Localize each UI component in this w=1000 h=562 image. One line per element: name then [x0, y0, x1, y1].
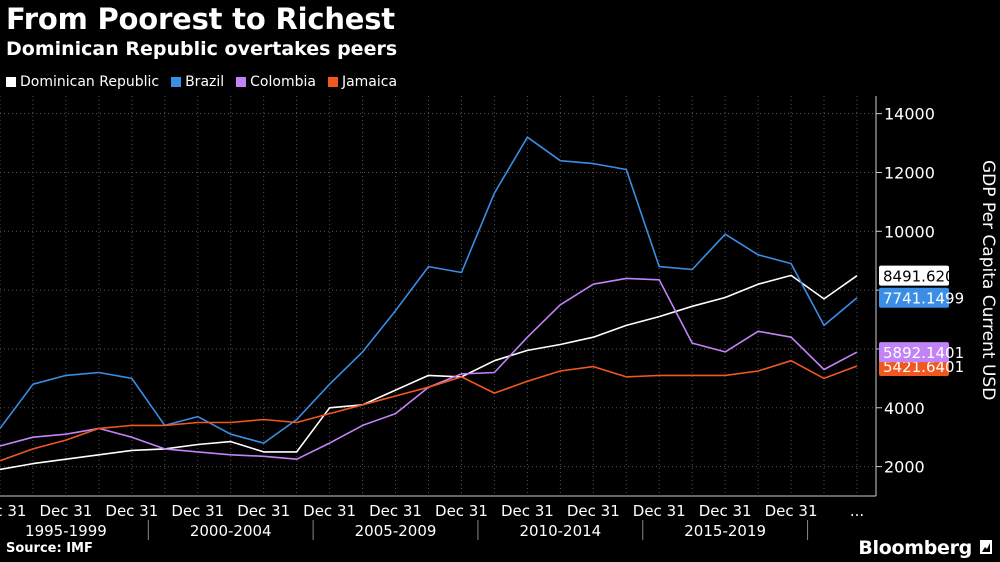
series-line-jamaica: [0, 359, 858, 462]
chart-title: From Poorest to Richest: [6, 2, 395, 36]
y-tick-label: 12000: [884, 163, 935, 182]
x-tick-label: Dec 31: [171, 502, 224, 520]
legend-swatch-colombia: [236, 77, 247, 87]
legend-label: Brazil: [185, 74, 225, 90]
x-tick-label: Dec 31: [633, 502, 686, 520]
legend-label: Dominican Republic: [20, 74, 160, 90]
legend-swatch-dominican-republic: [6, 77, 16, 87]
legend-item-jamaica[interactable]: Jamaica: [327, 74, 398, 90]
last-value-badge: [879, 265, 949, 286]
period-label: 2010-2014: [519, 522, 601, 540]
bloomberg-mark-icon: [980, 540, 992, 554]
x-tick-label: Dec 31: [39, 502, 92, 520]
last-value-label: 5421.6401: [883, 358, 964, 376]
legend: Dominican Republic Brazil Colombia Jamai…: [6, 74, 397, 90]
last-value-label: 5892.1401: [883, 344, 964, 362]
x-tick-label: Dec 31: [0, 502, 26, 520]
legend-item-colombia[interactable]: Colombia: [236, 74, 316, 90]
legend-swatch-brazil: [171, 77, 182, 87]
series-line-brazil: [0, 136, 858, 444]
series-line-dominican-republic: [0, 274, 858, 471]
last-value-label: 8491.6201: [883, 268, 964, 286]
period-label: 2000-2004: [190, 522, 272, 540]
source-note: Source: IMF: [6, 541, 93, 556]
legend-label: Colombia: [250, 74, 316, 90]
y-axis-label: GDP Per Capita Current USD: [978, 160, 998, 401]
x-tick-label: Dec 31: [435, 502, 488, 520]
y-tick-label: 4000: [884, 399, 925, 418]
last-value-label: 7741.1499: [883, 290, 964, 308]
y-tick-label: 2000: [884, 458, 925, 477]
x-tick-label: Dec 31: [765, 502, 818, 520]
last-value-badge: [879, 342, 949, 363]
x-tick-label: Dec 31: [237, 502, 290, 520]
period-label: 2015-2019: [684, 522, 766, 540]
legend-swatch-jamaica: [327, 77, 338, 87]
last-value-badge: [879, 287, 949, 308]
x-tick-label: Dec 31: [699, 502, 752, 520]
y-tick-label: 14000: [884, 105, 935, 124]
period-label: 2005-2009: [355, 522, 437, 540]
x-tick-label: Dec 31: [105, 502, 158, 520]
legend-label: Jamaica: [341, 74, 398, 90]
brand-logo-text: Bloomberg: [858, 537, 972, 559]
y-tick-label: 10000: [884, 222, 935, 241]
x-tick-label: Dec 31: [369, 502, 422, 520]
x-tick-label: ...: [850, 502, 864, 520]
x-tick-label: Dec 31: [303, 502, 356, 520]
legend-item-brazil[interactable]: Brazil: [171, 74, 224, 90]
legend-item-dominican-republic[interactable]: Dominican Republic: [6, 74, 159, 90]
x-tick-label: Dec 31: [567, 502, 620, 520]
x-tick-label: Dec 31: [501, 502, 554, 520]
chart-subtitle: Dominican Republic overtakes peers: [6, 38, 398, 60]
period-label: 1995-1999: [25, 522, 107, 540]
